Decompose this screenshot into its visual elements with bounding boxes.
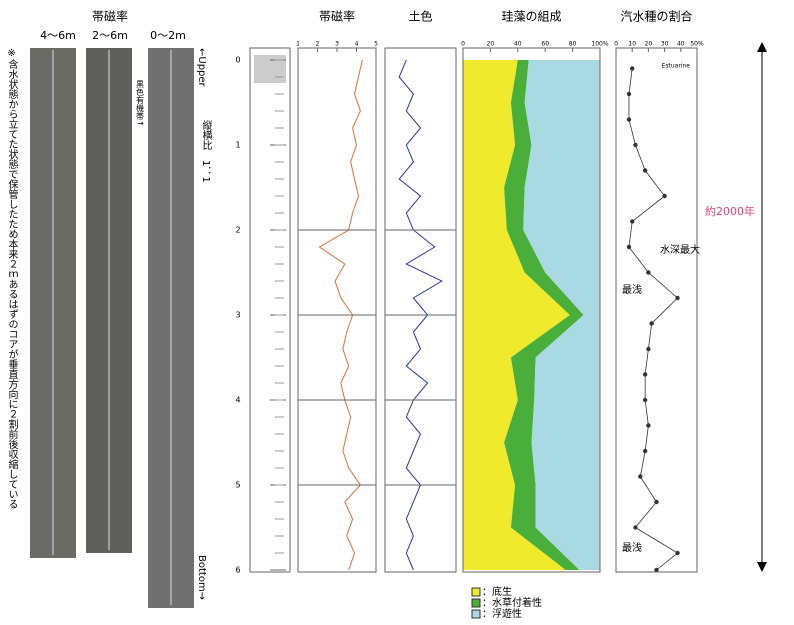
x-tick-label: 3	[335, 41, 339, 48]
point	[633, 143, 637, 147]
bottom-label: Bottom→	[196, 555, 207, 600]
x-tick-label: 5	[374, 41, 378, 48]
core-label: 2〜6m	[92, 29, 128, 42]
x-tick-label: 100%	[591, 41, 608, 48]
x-tick-label: 80	[569, 41, 577, 48]
chart-title: 珪藻の組成	[501, 10, 561, 24]
legend-label: ：底生	[482, 585, 512, 598]
depth-column	[250, 48, 290, 572]
annotation: 水深最大	[660, 243, 700, 256]
depth-tick-label: 6	[235, 566, 240, 575]
depth-tick-label: 1	[235, 141, 240, 150]
depth-shade	[254, 55, 286, 83]
point	[630, 66, 634, 70]
point	[627, 245, 631, 249]
depth-tick-label: 3	[235, 311, 240, 320]
point	[662, 194, 666, 198]
point	[627, 92, 631, 96]
point	[646, 347, 650, 351]
chart-frame	[616, 48, 697, 572]
point	[646, 423, 650, 427]
point	[649, 321, 653, 325]
point	[675, 551, 679, 555]
point	[654, 500, 658, 504]
chart-frame	[298, 48, 376, 572]
depth-tick-label: 5	[235, 481, 240, 490]
legend-swatch	[472, 599, 480, 607]
core-label: 4〜6m	[40, 29, 76, 42]
annotation: 最浅	[622, 283, 642, 296]
depth-tick-label: 4	[235, 396, 240, 405]
x-tick-label: 4	[355, 41, 359, 48]
x-tick-label: 40	[677, 41, 685, 48]
upper-label: ←Upper	[196, 48, 207, 88]
x-tick-label: 20	[487, 41, 495, 48]
core-annotation: 黒色有機帯↑	[136, 80, 145, 127]
x-tick-label: 50%	[690, 41, 704, 48]
legend-swatch	[472, 588, 480, 596]
x-tick-label: 60	[541, 41, 549, 48]
legend-label: ：浮遊性	[482, 607, 522, 620]
x-tick-label: 1	[296, 41, 300, 48]
left-title: 帯磁率	[92, 9, 128, 24]
x-tick-label: 0	[461, 41, 465, 48]
point	[638, 474, 642, 478]
note: ※含水状態から立てた状態で保管したため本来２ｍあるはずのコアが垂直方向に２割前後…	[6, 48, 18, 509]
point	[643, 449, 647, 453]
x-tick-label: 2	[316, 41, 320, 48]
legend-swatch	[472, 610, 480, 618]
point	[633, 525, 637, 529]
chart-title: 土色	[408, 10, 432, 24]
x-tick-label: 0	[614, 41, 618, 48]
annotation: 最浅	[622, 541, 642, 554]
x-tick-label: 30	[661, 41, 669, 48]
ratio-label: 縦横比 1：1	[200, 119, 212, 183]
legend-label: ：水草付着性	[482, 596, 542, 609]
x-tick-label: 20	[645, 41, 653, 48]
depth-tick-label: 0	[235, 56, 240, 65]
core-label: 0〜2m	[150, 29, 186, 42]
point	[630, 219, 634, 223]
chart-frame	[385, 48, 456, 572]
point	[643, 398, 647, 402]
depth-tick-label: 2	[235, 226, 240, 235]
point	[675, 296, 679, 300]
x-tick-label: 10	[628, 41, 636, 48]
point	[627, 117, 631, 121]
annotation: Estuarine	[662, 63, 691, 70]
point	[646, 270, 650, 274]
figure: 帯磁率 4〜6m 2〜6m 0〜2m ※含水状態から立てた状態で保管したため本来…	[0, 0, 794, 621]
chart-title: 汽水種の割合	[620, 9, 692, 24]
chart-title: 帯磁率	[319, 9, 355, 24]
point	[643, 372, 647, 376]
x-tick-label: 40	[514, 41, 522, 48]
span-label: 約2000年	[705, 204, 755, 218]
point	[643, 168, 647, 172]
